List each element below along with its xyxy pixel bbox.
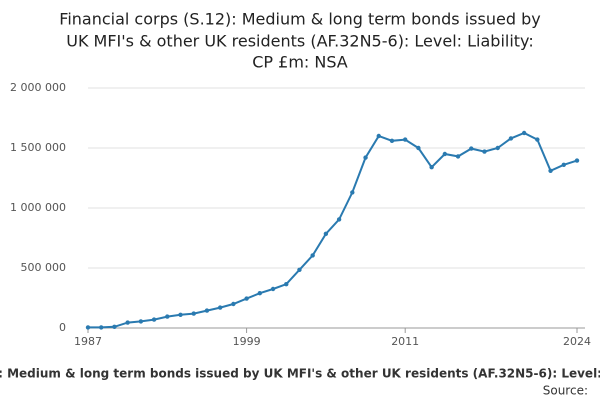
point xyxy=(416,145,421,151)
y-tick-label: 1 000 000 xyxy=(10,201,66,214)
point xyxy=(151,317,157,322)
point xyxy=(323,231,329,236)
point xyxy=(548,168,553,173)
point xyxy=(217,305,223,310)
y-tick-label: 500 000 xyxy=(21,261,67,274)
point xyxy=(469,146,474,151)
point xyxy=(112,324,117,329)
x-tick-label: 1999 xyxy=(233,335,261,348)
point xyxy=(297,267,302,272)
point xyxy=(257,291,263,296)
y-tick-label: 2 000 000 xyxy=(10,81,66,94)
point xyxy=(363,155,368,160)
point xyxy=(574,158,580,163)
point xyxy=(376,133,381,139)
chart-title: Financial corps (S.12): Medium & long te… xyxy=(59,10,540,29)
x-tick-label: 2024 xyxy=(563,335,591,348)
point xyxy=(270,286,276,292)
point xyxy=(204,308,210,313)
point xyxy=(402,137,408,142)
y-tick-label: 0 xyxy=(59,321,66,334)
point xyxy=(191,311,196,316)
point xyxy=(284,282,289,287)
point xyxy=(99,325,104,330)
point xyxy=(521,130,527,136)
chart-title: CP £m: NSA xyxy=(252,53,348,72)
point xyxy=(310,253,315,258)
point xyxy=(389,138,395,143)
y-tick-label: 1 500 000 xyxy=(10,141,66,154)
point xyxy=(178,312,183,317)
point xyxy=(495,145,500,151)
point xyxy=(231,301,236,307)
point xyxy=(165,314,170,319)
chart-title: UK MFI's & other UK residents (AF.32N5-6… xyxy=(66,32,534,51)
point xyxy=(508,136,514,141)
legend-entry: Financial corps (S.12): Medium & long te… xyxy=(0,367,600,381)
point xyxy=(350,190,355,195)
x-tick-label: 2011 xyxy=(391,335,419,348)
point xyxy=(125,320,130,325)
point xyxy=(561,162,566,167)
line xyxy=(88,131,578,329)
source: Source: xyxy=(543,384,588,398)
point xyxy=(85,325,91,330)
point xyxy=(336,217,342,222)
point xyxy=(429,165,434,170)
x-tick-label: 1987 xyxy=(74,335,102,348)
point xyxy=(482,149,487,154)
point xyxy=(138,319,144,324)
point xyxy=(442,151,448,157)
point xyxy=(535,137,540,142)
point xyxy=(455,154,461,159)
point xyxy=(244,296,249,301)
